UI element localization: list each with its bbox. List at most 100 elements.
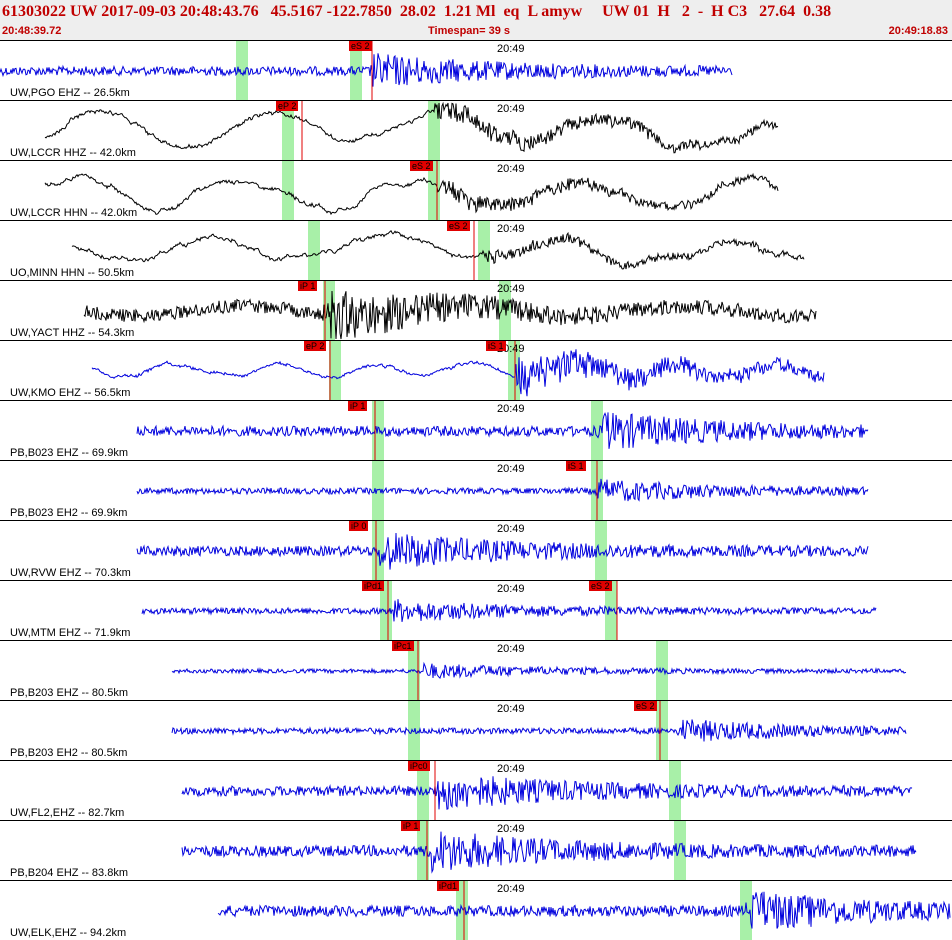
time-tick-label: 20:49	[497, 823, 525, 835]
phase-window	[456, 881, 468, 940]
phase-window	[282, 161, 294, 220]
time-tick-label: 20:49	[497, 283, 525, 295]
phase-window	[656, 701, 668, 760]
seismogram-panel[interactable]: 20:49 eS 2 UW,PGO EHZ -- 26.5km	[0, 40, 952, 100]
waveform-trace	[136, 478, 869, 502]
waveform-plot	[171, 701, 907, 760]
station-label: PB,B203 EHZ -- 80.5km	[10, 687, 128, 699]
time-tick-label: 20:49	[497, 463, 525, 475]
pick-label[interactable]: iS 1	[486, 341, 506, 351]
seismogram-panel[interactable]: 20:49 eS 2 UW,LCCR HHN -- 42.0km	[0, 160, 952, 220]
waveform-trace	[217, 891, 951, 929]
station-label: UW,LCCR HHZ -- 42.0km	[10, 147, 136, 159]
seismogram-panel[interactable]: 20:49 iPd1 UW,ELK,EHZ -- 94.2km	[0, 880, 952, 940]
waveform-trace	[171, 719, 907, 742]
pick-label[interactable]: eS 2	[589, 581, 612, 591]
time-tick-label: 20:49	[497, 643, 525, 655]
seismogram-panel[interactable]: 20:49 iPd1 eS 2 UW,MTM EHZ -- 71.9km	[0, 580, 952, 640]
pick-label[interactable]: eS 2	[410, 161, 433, 171]
seismogram-panel[interactable]: 20:49 iP 1 PB,B204 EHZ -- 83.8km	[0, 820, 952, 880]
phase-window	[595, 521, 607, 580]
station-label: PB,B023 EH2 -- 69.9km	[10, 507, 128, 519]
station-label: PB,B203 EH2 -- 80.5km	[10, 747, 128, 759]
seismogram-panel[interactable]: 20:49 eS 2 UO,MINN HHN -- 50.5km	[0, 220, 952, 280]
phase-window	[499, 281, 511, 340]
time-tick-label: 20:49	[497, 223, 525, 235]
station-label: UW,MTM EHZ -- 71.9km	[10, 627, 131, 639]
phase-window	[372, 461, 384, 520]
seismogram-panel[interactable]: 20:49 iPc0 UW,FL2,EHZ -- 82.7km	[0, 760, 952, 820]
waveform-trace	[71, 230, 805, 270]
waveform-trace	[0, 53, 733, 87]
phase-window	[380, 581, 392, 640]
waveform-plot	[83, 281, 817, 340]
seismogram-panel[interactable]: 20:49 iP 1 UW,YACT HHZ -- 54.3km	[0, 280, 952, 340]
pick-label[interactable]: eS 2	[634, 701, 657, 711]
waveform-trace	[181, 831, 917, 874]
waveform-trace	[171, 661, 907, 680]
waveform-plot	[44, 101, 779, 160]
waveform-trace	[141, 599, 877, 622]
pick-label[interactable]: eP 2	[276, 101, 299, 111]
waveform-trace	[44, 172, 779, 216]
phase-window	[478, 221, 490, 280]
seismogram-panel[interactable]: 20:49 eP 2 iS 1 UW,KMO EHZ -- 56.5km	[0, 340, 952, 400]
phase-window	[329, 341, 341, 400]
timespan-readout: Timespan= 39 s	[428, 25, 511, 37]
station-label: UW,RVW EHZ -- 70.3km	[10, 567, 131, 579]
time-tick-label: 20:49	[497, 103, 525, 115]
phase-window	[236, 41, 248, 100]
seismogram-panels: 20:49 eS 2 UW,PGO EHZ -- 26.5km 20:49 eP 2 UW…	[0, 40, 952, 940]
phase-window	[372, 521, 384, 580]
seismogram-panel[interactable]: 20:49 iP 1 PB,B023 EHZ -- 69.9km	[0, 400, 952, 460]
waveform-plot	[171, 641, 907, 700]
station-label: PB,B204 EHZ -- 83.8km	[10, 867, 128, 879]
time-tick-label: 20:49	[497, 43, 525, 55]
pick-label[interactable]: iPd1	[437, 881, 460, 891]
pick-label[interactable]: iP 1	[298, 281, 318, 291]
waveform-trace	[136, 412, 869, 449]
station-label: UW,YACT HHZ -- 54.3km	[10, 327, 135, 339]
event-title: 61303022 UW 2017-09-03 20:48:43.76 45.51…	[2, 3, 832, 20]
waveform-plot	[181, 821, 917, 880]
waveform-plot	[217, 881, 951, 940]
pick-label[interactable]: iP 1	[348, 401, 368, 411]
pick-label[interactable]: iP 0	[349, 521, 369, 531]
station-label: UW,LCCR HHN -- 42.0km	[10, 207, 138, 219]
pick-label[interactable]: iPc1	[392, 641, 414, 651]
phase-window	[674, 821, 686, 880]
waveform-plot	[181, 761, 913, 820]
waveform-trace	[44, 101, 779, 154]
pick-label[interactable]: eS 2	[349, 41, 372, 51]
seismogram-panel[interactable]: 20:49 eP 2 UW,LCCR HHZ -- 42.0km	[0, 100, 952, 160]
pick-label[interactable]: eS 2	[447, 221, 470, 231]
time-tick-label: 20:49	[497, 523, 525, 535]
phase-window	[591, 401, 603, 460]
station-label: UW,FL2,EHZ -- 82.7km	[10, 807, 125, 819]
station-label: UO,MINN HHN -- 50.5km	[10, 267, 135, 279]
waveform-plot	[91, 341, 825, 400]
phase-window	[417, 761, 429, 820]
phase-window	[428, 101, 440, 160]
start-time: 20:48:39.72	[2, 25, 62, 37]
waveform-plot	[71, 221, 805, 280]
pick-label[interactable]: eP 2	[304, 341, 327, 351]
waveform-trace	[83, 290, 817, 340]
pick-label[interactable]: iP 1	[401, 821, 421, 831]
waveform-trace	[136, 532, 869, 570]
time-tick-label: 20:49	[497, 763, 525, 775]
seismogram-panel[interactable]: 20:49 iS 1 PB,B023 EH2 -- 69.9km	[0, 460, 952, 520]
phase-window	[308, 221, 320, 280]
waveform-trace	[91, 349, 825, 397]
station-label: UW,KMO EHZ -- 56.5km	[10, 387, 131, 399]
seismogram-panel[interactable]: 20:49 iP 0 UW,RVW EHZ -- 70.3km	[0, 520, 952, 580]
time-tick-label: 20:49	[497, 883, 525, 895]
pick-label[interactable]: iPc0	[408, 761, 430, 771]
pick-label[interactable]: iS 1	[566, 461, 586, 471]
end-time: 20:49:18.83	[888, 25, 948, 37]
seismogram-panel[interactable]: 20:49 eS 2 PB,B203 EH2 -- 80.5km	[0, 700, 952, 760]
seismogram-panel[interactable]: 20:49 iPc1 PB,B203 EHZ -- 80.5km	[0, 640, 952, 700]
waveform-plot	[136, 521, 869, 580]
waveform-trace	[181, 776, 913, 810]
pick-label[interactable]: iPd1	[362, 581, 385, 591]
